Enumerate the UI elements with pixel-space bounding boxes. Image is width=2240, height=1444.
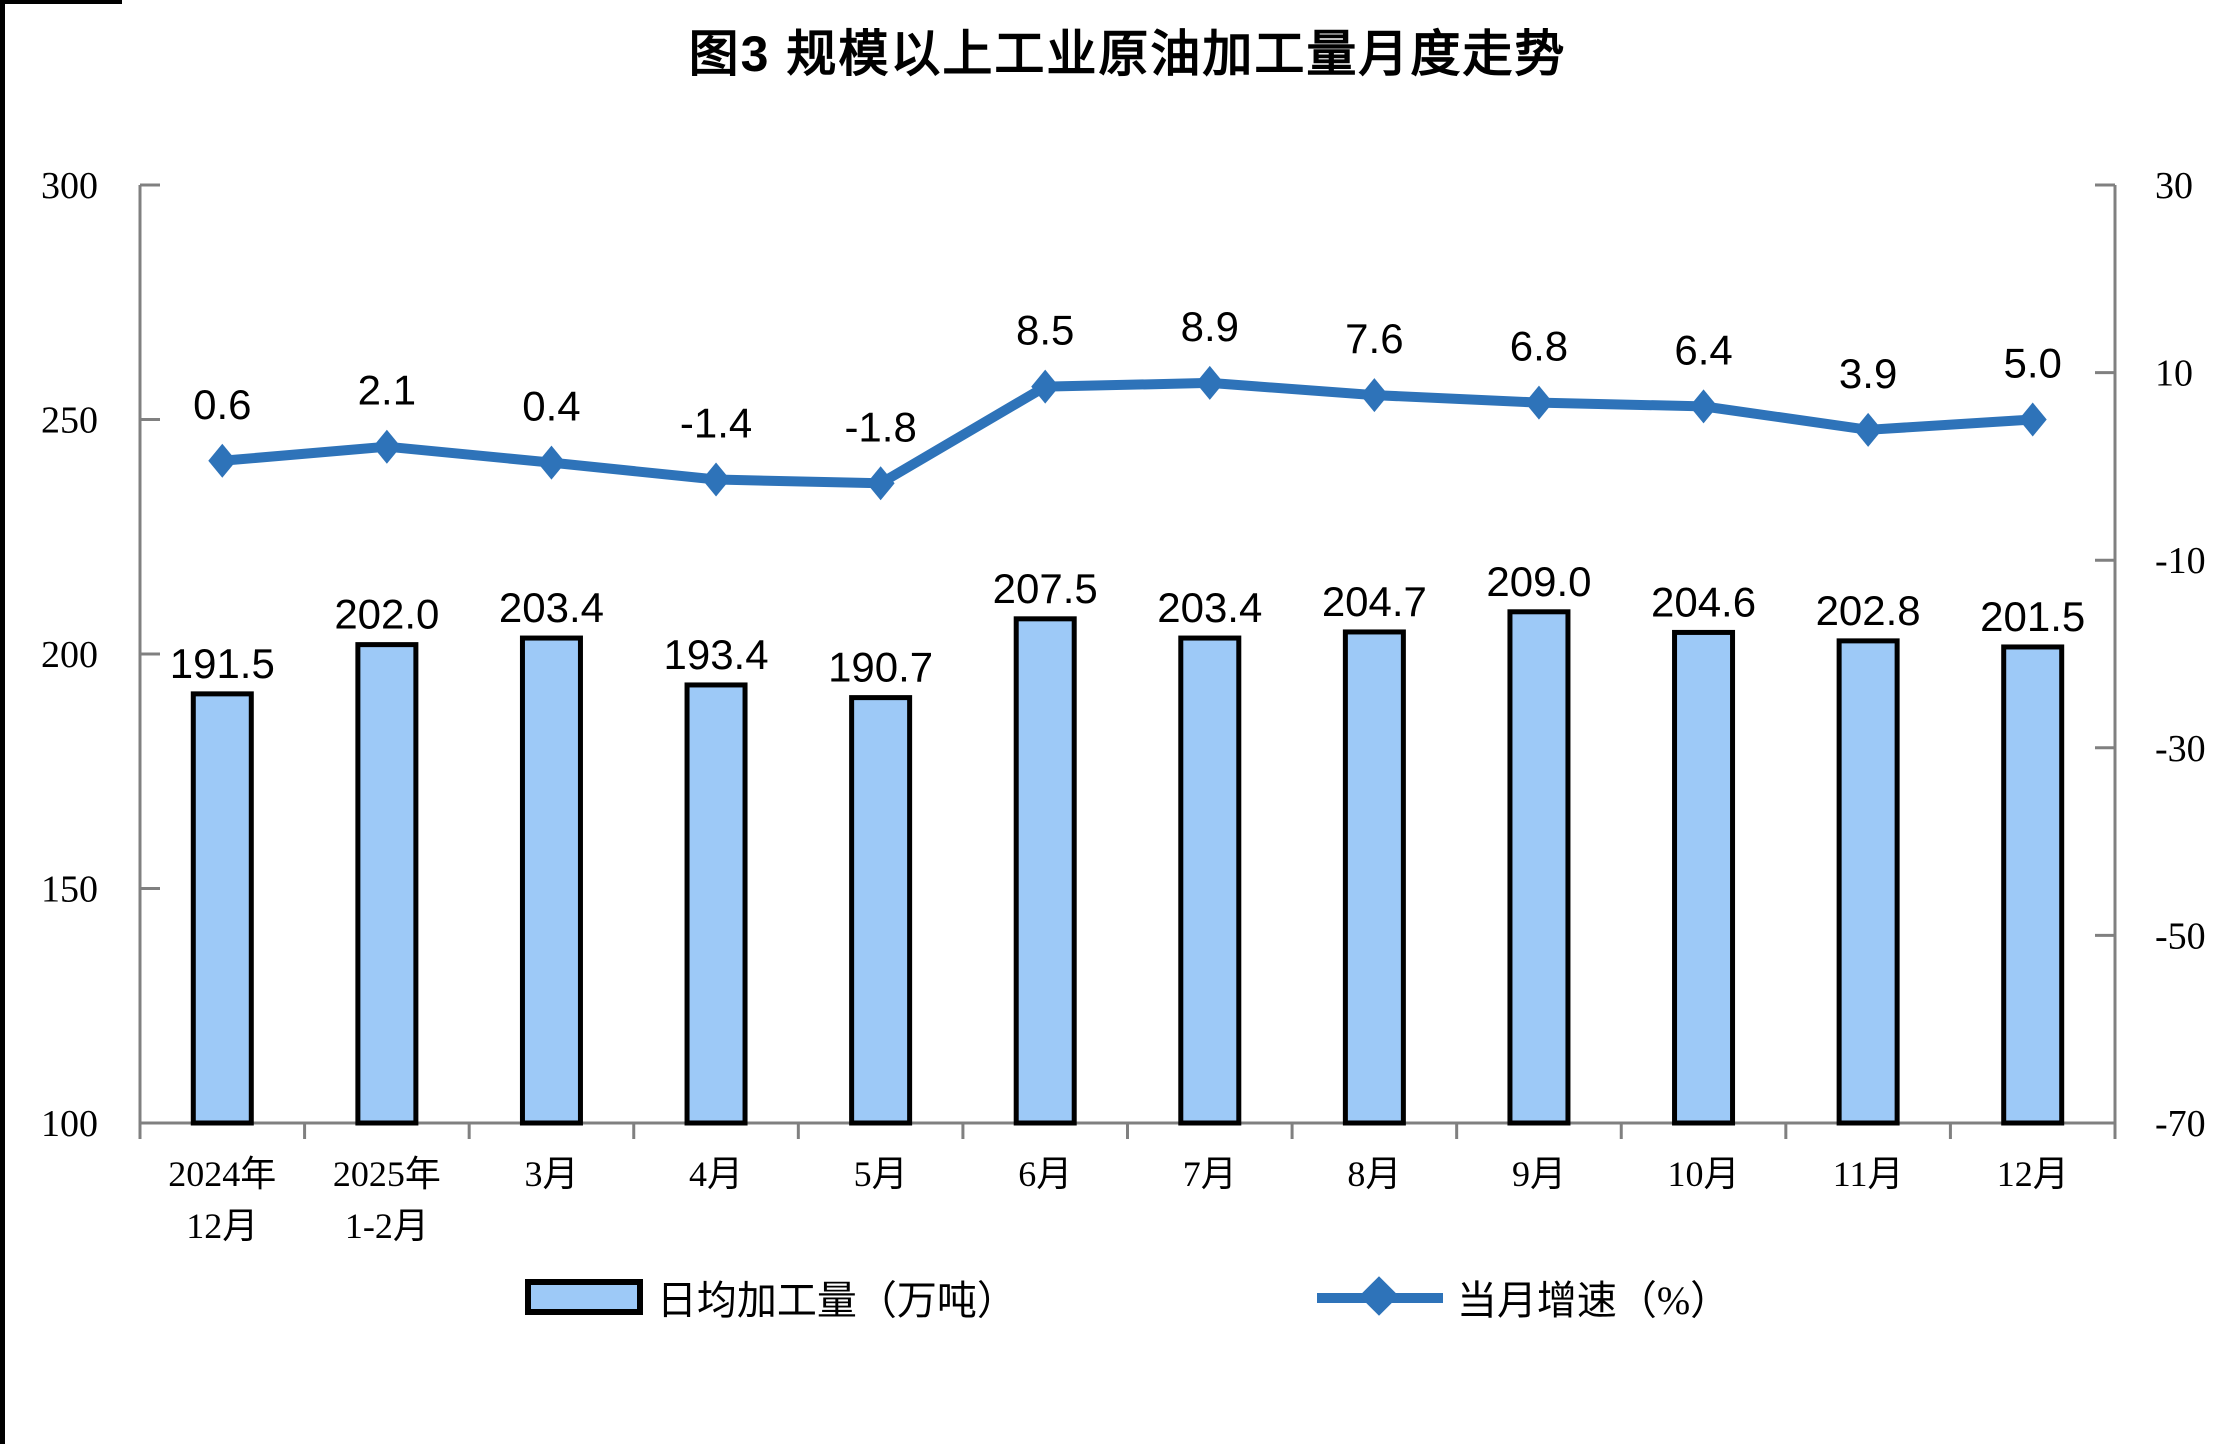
x-axis-category-label: 5月 <box>854 1154 908 1194</box>
growth-value-label: 0.6 <box>193 381 251 428</box>
right-axis-tick-label: -70 <box>2155 1103 2206 1145</box>
growth-value-label: 6.8 <box>1510 323 1568 370</box>
x-axis-category-label: 9月 <box>1512 1154 1566 1194</box>
bar-value-label: 202.0 <box>334 591 439 638</box>
growth-line-marker-icon <box>372 429 401 464</box>
growth-value-label: 8.5 <box>1016 307 1074 354</box>
bar <box>1836 638 1900 1126</box>
x-axis-category-label: 4月 <box>689 1154 743 1194</box>
growth-line-marker-icon <box>702 462 731 497</box>
bar <box>355 642 419 1126</box>
growth-line-marker-icon <box>1031 369 1060 404</box>
window-border-left <box>0 0 5 1444</box>
bar-value-label: 201.5 <box>1980 593 2085 640</box>
growth-value-label: -1.4 <box>680 400 752 447</box>
growth-line-marker-icon <box>2018 402 2047 437</box>
x-axis-category-label: 1-2月 <box>345 1206 429 1246</box>
left-axis-tick-label: 250 <box>41 400 98 442</box>
bar-value-label: 207.5 <box>993 565 1098 612</box>
window-border-top <box>0 0 122 4</box>
bar <box>1342 629 1406 1126</box>
legend-line-label: 当月增速（%） <box>1456 1278 1731 1323</box>
left-axis-tick-label: 150 <box>41 869 98 911</box>
growth-line-marker-icon <box>1360 378 1389 413</box>
growth-line-marker-icon <box>1524 385 1553 420</box>
bar-value-label: 209.0 <box>1486 558 1591 605</box>
bar-value-label: 204.7 <box>1322 578 1427 625</box>
bar-value-label: 202.8 <box>1816 587 1921 634</box>
bar <box>2001 644 2065 1126</box>
bar <box>684 682 748 1126</box>
growth-value-label: 0.4 <box>522 383 580 430</box>
bar <box>1672 629 1736 1126</box>
right-axis-tick-label: -10 <box>2155 540 2206 582</box>
legend-item-line-series: 当月增速（%） <box>1316 1268 1731 1326</box>
bar <box>1178 635 1242 1126</box>
growth-value-label: 3.9 <box>1839 350 1897 397</box>
right-axis-tick-label: -50 <box>2155 915 2206 957</box>
line-series-swatch-icon <box>1316 1276 1443 1316</box>
legend-bar-label: 日均加工量（万吨） <box>656 1278 1017 1323</box>
bar <box>849 695 913 1126</box>
chart-title: 图3 规模以上工业原油加工量月度走势 <box>688 26 1567 82</box>
x-axis-category-label: 8月 <box>1347 1154 1401 1194</box>
left-axis-tick-label: 200 <box>41 634 98 676</box>
x-axis-category-label: 6月 <box>1018 1154 1072 1194</box>
chart-legend: 日均加工量（万吨） 当月增速（%） <box>140 1268 2115 1326</box>
growth-value-label: 6.4 <box>1674 326 1732 373</box>
growth-value-label: 2.1 <box>358 367 416 414</box>
right-axis-tick-label: 10 <box>2155 353 2193 395</box>
left-axis-tick-label: 100 <box>41 1103 98 1145</box>
x-axis-category-label: 2025年 <box>333 1154 441 1194</box>
right-axis-tick-label: -30 <box>2155 728 2206 770</box>
growth-value-label: -1.8 <box>844 403 916 450</box>
bar-value-label: 193.4 <box>663 631 768 678</box>
x-axis-category-label: 10月 <box>1668 1154 1740 1194</box>
growth-line-marker-icon <box>866 466 895 501</box>
bar <box>519 635 583 1126</box>
bar-value-label: 203.4 <box>1157 584 1262 631</box>
bar-value-label: 203.4 <box>499 584 604 631</box>
legend-item-bar-series: 日均加工量（万吨） <box>524 1268 1017 1326</box>
growth-value-label: 5.0 <box>2004 340 2062 387</box>
x-axis-category-label: 11月 <box>1833 1154 1904 1194</box>
growth-value-label: 7.6 <box>1345 315 1403 362</box>
x-axis-category-label: 7月 <box>1183 1154 1237 1194</box>
growth-line-marker-icon <box>1195 365 1224 400</box>
x-axis-category-label: 12月 <box>1997 1154 2069 1194</box>
bar-value-label: 191.5 <box>170 640 275 687</box>
growth-line-marker-icon <box>208 443 237 478</box>
bar <box>1507 609 1571 1126</box>
bar-series-swatch-icon <box>524 1279 643 1315</box>
growth-line-marker-icon <box>537 445 566 480</box>
growth-line-marker-icon <box>1689 389 1718 424</box>
bar-value-label: 190.7 <box>828 644 933 691</box>
line-swatch-diamond-icon <box>1359 1276 1399 1316</box>
right-axis-tick-label: 30 <box>2155 165 2193 207</box>
bar <box>1013 616 1077 1126</box>
left-axis-tick-label: 300 <box>41 165 98 207</box>
growth-line <box>217 377 2038 489</box>
growth-line-marker-icon <box>1854 412 1883 447</box>
x-axis-category-label: 12月 <box>186 1206 258 1246</box>
growth-value-label: 8.9 <box>1181 303 1239 350</box>
bar <box>190 691 254 1126</box>
x-axis-category-label: 3月 <box>524 1154 578 1194</box>
x-axis-category-label: 2024年 <box>168 1154 276 1194</box>
bar-value-label: 204.6 <box>1651 578 1756 625</box>
